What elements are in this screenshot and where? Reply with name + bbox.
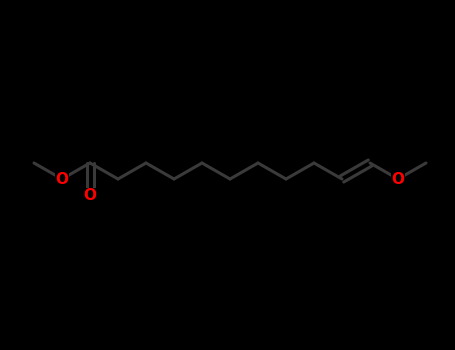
Text: O: O (391, 172, 404, 187)
Bar (391, 172, 405, 186)
Text: O: O (56, 172, 69, 187)
Bar (83, 188, 97, 202)
Bar (55, 172, 69, 186)
Text: O: O (84, 188, 96, 203)
